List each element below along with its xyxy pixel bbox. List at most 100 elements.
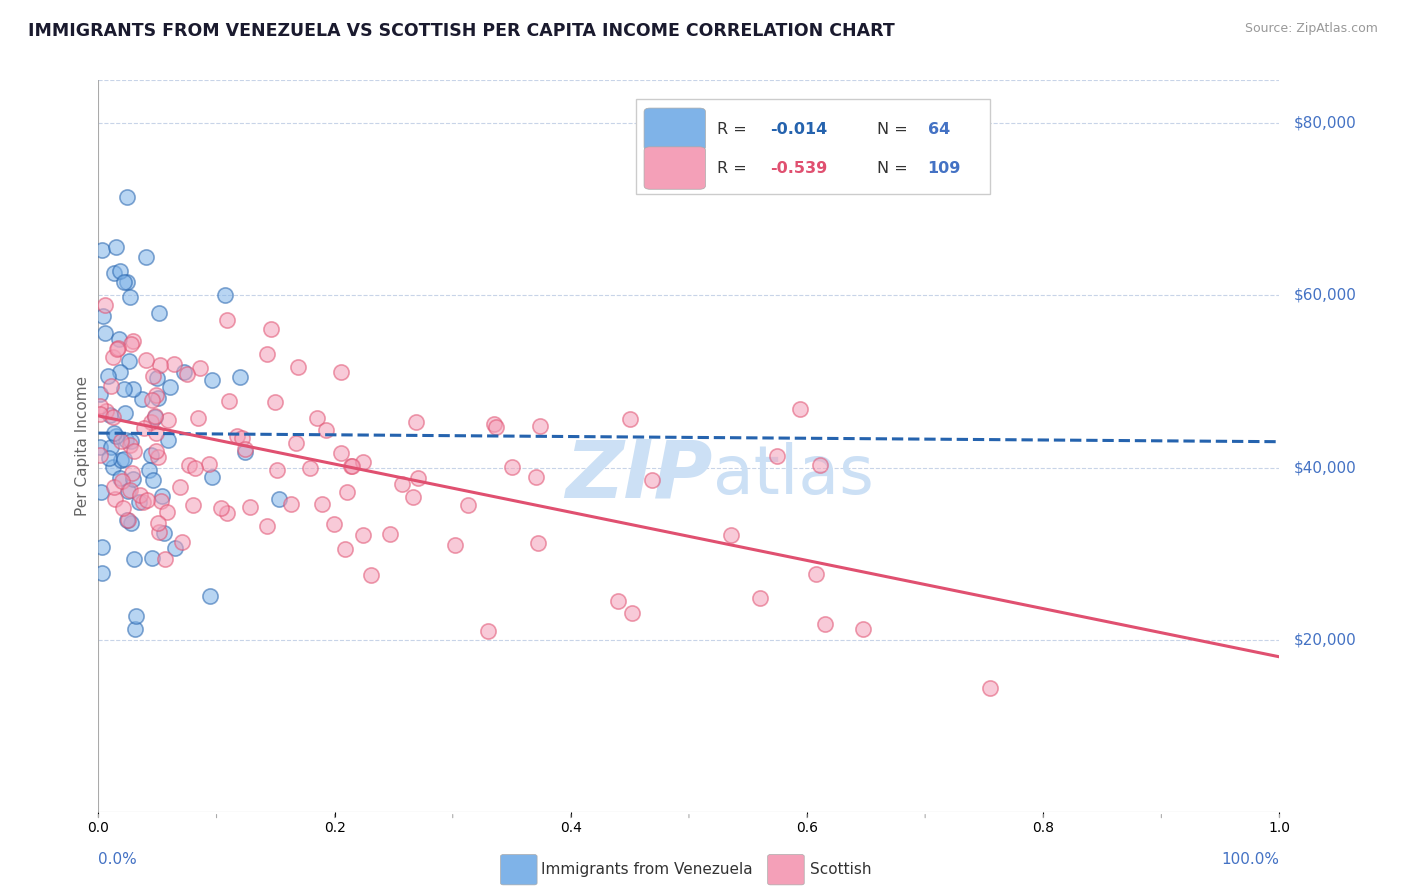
Point [135,250,157,264]
Point [128,495,150,509]
Point [122,443,145,458]
Point [148,306,170,320]
Point [235,445,257,459]
Point [814,617,837,632]
Point [148,516,170,531]
Point [117,512,139,526]
Point [405,415,427,429]
Point [149,358,172,372]
Point [315,423,337,437]
Point [89,440,111,454]
Point [103,266,125,280]
Point [118,438,141,452]
Point [103,409,125,424]
Point [391,476,413,491]
Point [173,365,195,379]
Point [101,350,124,364]
Text: IMMIGRANTS FROM VENEZUELA VS SCOTTISH PER CAPITA INCOME CORRELATION CHART: IMMIGRANTS FROM VENEZUELA VS SCOTTISH PE… [28,22,894,40]
Point [256,347,278,361]
Point [139,415,162,429]
Point [120,434,142,449]
Point [165,541,187,556]
Point [150,489,173,503]
Text: Immigrants from Venezuela: Immigrants from Venezuela [541,863,754,877]
Text: -0.014: -0.014 [770,122,828,136]
Point [333,542,356,557]
Point [112,501,135,516]
Point [142,473,165,487]
Point [406,471,429,485]
Point [266,463,288,477]
Point [529,419,551,434]
Point [229,370,252,384]
Text: -0.539: -0.539 [770,161,828,176]
Point [135,493,157,508]
Point [322,516,344,531]
Text: N =: N = [877,161,912,176]
Point [280,497,302,511]
Point [114,407,136,421]
Point [125,608,148,623]
Point [139,448,162,462]
Point [284,435,307,450]
Point [215,313,238,327]
Point [184,461,207,475]
Point [110,434,132,448]
Point [98,450,121,465]
Point [105,429,128,443]
Point [239,500,262,514]
Point [128,488,150,502]
Point [214,287,236,301]
Point [104,240,127,254]
Point [336,484,359,499]
Point [360,568,382,582]
Point [117,484,139,499]
Point [145,388,167,402]
Point [94,403,117,417]
Point [524,470,547,484]
Point [110,264,132,278]
Point [103,459,125,474]
Point [148,391,170,405]
Point [305,411,328,425]
Point [501,459,523,474]
Point [146,370,169,384]
Point [145,443,167,458]
Point [159,380,181,394]
Point [170,535,193,549]
Text: $20,000: $20,000 [1294,632,1357,647]
Point [267,491,290,506]
Point [188,360,211,375]
Point [94,326,117,341]
Point [619,412,641,426]
Text: 109: 109 [928,161,960,176]
Point [979,681,1001,695]
Point [115,190,138,204]
Point [256,519,278,533]
Point [187,411,209,425]
FancyBboxPatch shape [644,108,706,151]
Point [112,452,135,467]
Point [89,386,111,401]
Point [852,622,875,636]
Point [120,516,142,530]
Point [485,420,508,434]
Point [111,474,134,488]
Point [226,428,249,442]
Point [179,458,201,473]
FancyBboxPatch shape [644,147,706,189]
Point [97,369,120,384]
Text: N =: N = [877,122,912,136]
Point [156,413,179,427]
Point [527,536,550,550]
Point [122,552,145,566]
Point [720,528,742,542]
Point [477,624,499,639]
Point [131,392,153,406]
Point [115,275,138,289]
Point [163,358,186,372]
Point [287,359,309,374]
Point [112,275,135,289]
Point [110,470,132,484]
Point [118,483,141,498]
